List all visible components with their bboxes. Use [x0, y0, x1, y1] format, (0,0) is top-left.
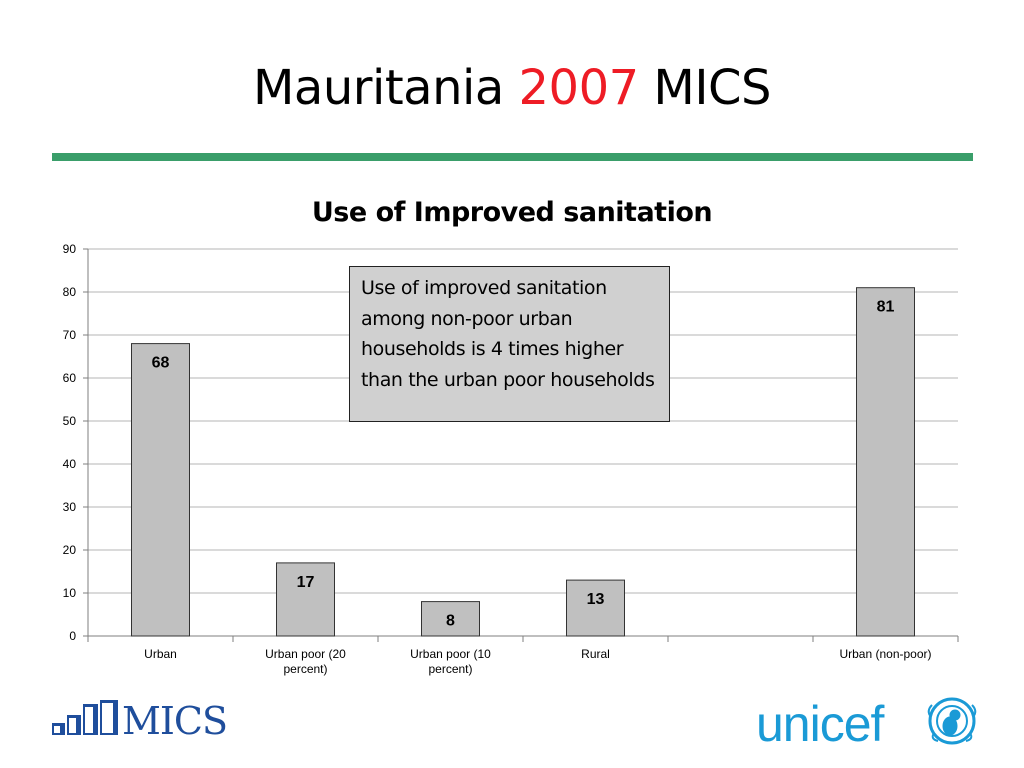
callout-box: Use of improved sanitation among non-poo…	[349, 266, 670, 422]
mics-logo-text: MICS	[122, 699, 227, 742]
bar	[421, 601, 480, 637]
unicef-logo-text: unicef	[756, 696, 885, 749]
y-tick-label: 60	[63, 371, 77, 385]
unicef-logo: unicef	[756, 696, 977, 749]
y-tick-label: 0	[69, 629, 76, 643]
bar-chart: Use of Improved sanitation 0 10 20 30 40 50 60…	[63, 197, 959, 676]
title-year: 2007	[518, 60, 640, 116]
unicef-emblem-icon	[927, 697, 977, 745]
x-tick-label: Rural	[581, 647, 610, 661]
chart-title: Use of Improved sanitation	[312, 197, 712, 228]
y-tick-label: 90	[63, 242, 77, 256]
y-tick-label: 20	[63, 543, 77, 557]
bar	[566, 579, 625, 637]
bar	[856, 287, 915, 637]
y-tick-label: 40	[63, 457, 77, 471]
data-label: 13	[587, 591, 605, 608]
data-label: 8	[446, 613, 455, 630]
slide-title: Mauritania 2007 MICS	[0, 62, 1024, 115]
bar	[276, 562, 335, 637]
y-tick-label: 50	[63, 414, 77, 428]
bar	[131, 343, 190, 637]
x-tick-label: Urban (non-poor)	[839, 647, 931, 661]
y-tick-label: 30	[63, 500, 77, 514]
chart-bars: 68 17 8 13 81	[131, 287, 915, 637]
title-country: Mauritania	[253, 60, 519, 116]
x-tick-label: Urban	[144, 647, 177, 661]
data-label: 81	[877, 299, 895, 316]
y-tick-label: 70	[63, 328, 77, 342]
data-label: 17	[297, 574, 315, 591]
mics-logo: MICS	[52, 699, 228, 742]
data-label: 68	[152, 355, 170, 372]
y-axis: 0 10 20 30 40 50 60 70 80 90	[63, 242, 89, 643]
x-tick-label: Urban poor (10 percent)	[410, 647, 491, 676]
x-tick-label: Urban poor (20 percent)	[265, 647, 346, 676]
x-axis: Urban Urban poor (20 percent) Urban poor (1…	[87, 636, 959, 676]
y-tick-label: 80	[63, 285, 77, 299]
title-divider	[52, 153, 973, 161]
mics-bars-icon	[52, 700, 118, 735]
title-survey: MICS	[638, 60, 771, 116]
y-tick-label: 10	[63, 586, 77, 600]
